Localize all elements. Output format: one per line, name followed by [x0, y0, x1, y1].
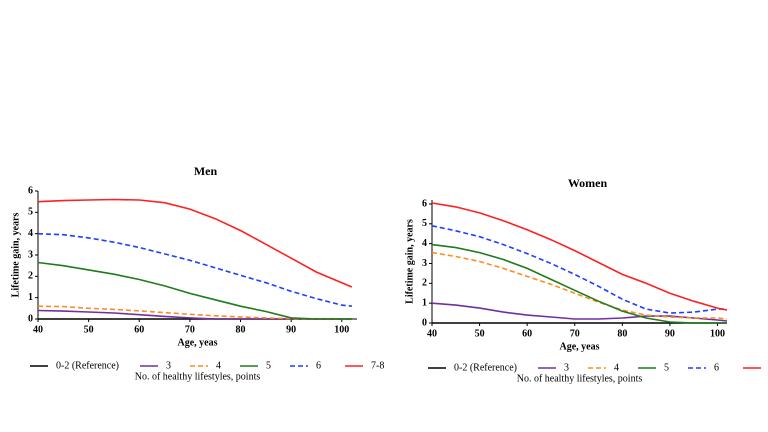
- line-series: [37, 232, 352, 307]
- x-tick-label: 50: [84, 324, 94, 335]
- line-series: [37, 261, 352, 320]
- y-tick-label: 3: [422, 258, 427, 269]
- y-tick-label: 3: [28, 249, 33, 260]
- legend-label: 0-2 (Reference): [454, 362, 517, 373]
- y-axis-label: Lifetime gain, years: [404, 219, 415, 304]
- legend-label: 0-2 (Reference): [56, 360, 119, 371]
- y-tick-label: 2: [28, 271, 33, 282]
- legend-label: 5: [664, 362, 669, 373]
- legend-label: 3: [564, 362, 569, 373]
- x-tick-label: 90: [286, 324, 296, 335]
- x-axis-label: Age, yeas: [178, 337, 218, 348]
- legend-label: 6: [316, 360, 321, 371]
- x-tick-label: 50: [475, 328, 485, 339]
- x-tick-label: 80: [617, 328, 627, 339]
- y-tick-label: 1: [422, 297, 427, 308]
- x-tick-label: 70: [570, 328, 580, 339]
- x-axis-label: Age, yeas: [560, 341, 600, 352]
- x-tick-label: 40: [33, 324, 43, 335]
- y-tick-label: 1: [28, 292, 33, 303]
- y-tick-label: 6: [28, 185, 33, 196]
- chart-title: Men: [194, 164, 218, 178]
- y-tick-label: 0: [422, 317, 427, 328]
- y-tick-label: 0: [28, 313, 33, 324]
- legend-title: No. of healthy lifestyles, points: [135, 371, 261, 382]
- x-tick-label: 90: [665, 328, 675, 339]
- chart-title: Women: [568, 176, 608, 190]
- line-series: [37, 198, 353, 288]
- line-series: [431, 243, 727, 324]
- x-tick-label: 80: [236, 324, 246, 335]
- y-axis-label: Lifetime gain, years: [10, 213, 21, 298]
- legend-label: 7-8: [371, 360, 384, 371]
- legend-label: 4: [614, 362, 619, 373]
- y-tick-label: 4: [422, 238, 427, 249]
- line-series: [431, 251, 728, 320]
- line-series: [431, 202, 728, 311]
- legend-label: 3: [166, 360, 171, 371]
- line-series: [431, 225, 727, 314]
- x-tick-label: 100: [334, 324, 349, 335]
- x-tick-label: 60: [522, 328, 532, 339]
- y-tick-label: 5: [28, 207, 33, 218]
- legend-label: 5: [266, 360, 271, 371]
- x-tick-label: 40: [427, 328, 437, 339]
- legend-label: 6: [714, 362, 719, 373]
- x-tick-label: 70: [185, 324, 195, 335]
- legend-title: No. of healthy lifestyles, points: [517, 373, 643, 384]
- legend-label: 4: [216, 360, 221, 371]
- y-tick-label: 4: [28, 228, 33, 239]
- y-tick-label: 6: [422, 198, 427, 209]
- x-tick-label: 60: [134, 324, 144, 335]
- x-tick-label: 100: [710, 328, 725, 339]
- y-tick-label: 2: [422, 278, 427, 289]
- y-tick-label: 5: [422, 218, 427, 229]
